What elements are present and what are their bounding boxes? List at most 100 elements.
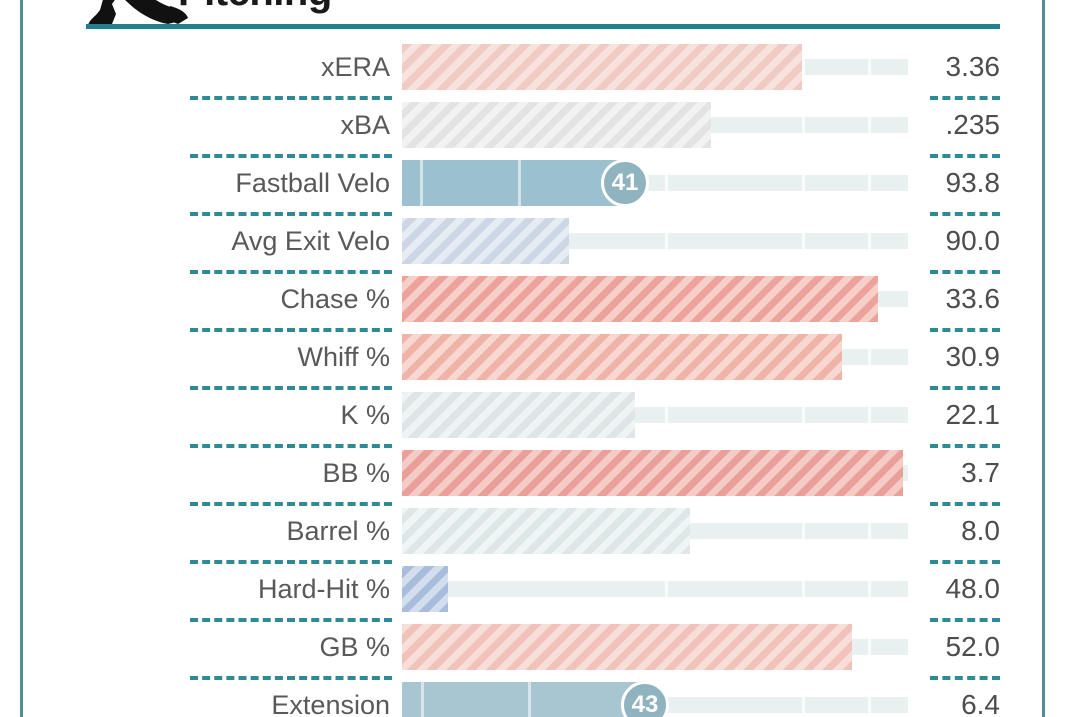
track-segment-divider: [801, 697, 805, 713]
stat-row[interactable]: Extension 43 6.4: [0, 676, 1080, 717]
row-separator-right: [930, 560, 1000, 564]
stat-bar: [402, 96, 908, 154]
stat-label: Barrel %: [286, 516, 390, 546]
track-segment-divider: [665, 233, 669, 249]
stat-bar: [402, 212, 908, 270]
stat-row[interactable]: BB % 3.7: [0, 444, 1080, 502]
stat-label: xBA: [340, 110, 390, 140]
stat-row[interactable]: Hard-Hit % 48.0: [0, 560, 1080, 618]
row-separator-right: [930, 96, 1000, 100]
stat-label: xERA: [320, 52, 390, 82]
track-segment-divider: [801, 117, 805, 133]
track-segment-divider: [801, 233, 805, 249]
stat-bar: 41: [402, 154, 908, 212]
stat-row[interactable]: Barrel % 8.0: [0, 502, 1080, 560]
row-separator-left: [190, 676, 392, 680]
stat-rows: xERA 3.36 xBA .235 Fastball Velo 41 93.8 Avg Ex…: [0, 38, 1080, 717]
row-separator-right: [930, 444, 1000, 448]
track-segment-divider: [867, 407, 871, 423]
stat-bar-fill: [402, 450, 903, 496]
stat-row[interactable]: xERA 3.36: [0, 38, 1080, 96]
stat-row-inner: Fastball Velo 41 93.8: [0, 154, 1080, 212]
row-separator-right: [930, 618, 1000, 622]
stat-value: 93.8: [945, 167, 1001, 198]
row-separator-left: [190, 212, 392, 216]
track-segment-divider: [867, 117, 871, 133]
stat-label: K %: [340, 400, 390, 430]
stat-bar-track: [402, 581, 908, 597]
stat-value: 3.36: [945, 51, 1001, 82]
row-separator-right: [930, 270, 1000, 274]
track-segment-divider: [665, 407, 669, 423]
stat-label: Fastball Velo: [235, 168, 390, 198]
card-header: Pitching: [0, 0, 1080, 34]
track-segment-divider: [867, 523, 871, 539]
track-segment-divider: [867, 349, 871, 365]
stat-bar-fill: [402, 102, 711, 148]
row-separator-right: [930, 502, 1000, 506]
row-separator-right: [930, 212, 1000, 216]
stat-bar-fill: [402, 624, 852, 670]
stat-value: 30.9: [945, 341, 1001, 372]
row-separator-left: [190, 328, 392, 332]
stat-bar: [402, 328, 908, 386]
track-segment-divider: [801, 581, 805, 597]
bar-internal-tick: [518, 160, 521, 206]
stat-row-inner: xBA .235: [0, 96, 1080, 154]
stat-bar-fill: [402, 508, 690, 554]
stat-bar-fill: [402, 334, 842, 380]
row-separator-left: [190, 386, 392, 390]
percentile-badge[interactable]: 43: [621, 681, 669, 717]
percentile-badge[interactable]: 41: [601, 159, 649, 207]
track-segment-divider: [801, 523, 805, 539]
stat-row-inner: K % 22.1: [0, 386, 1080, 444]
stat-value: 3.7: [961, 457, 1000, 488]
header-rule: [86, 24, 1000, 29]
bar-internal-tick: [421, 682, 424, 717]
row-separator-left: [190, 154, 392, 158]
stat-bar: [402, 444, 908, 502]
stat-value: 22.1: [945, 399, 1001, 430]
page-title: Pitching: [178, 0, 332, 15]
stat-row-inner: Hard-Hit % 48.0: [0, 560, 1080, 618]
stat-label: GB %: [319, 632, 390, 662]
stat-row-inner: GB % 52.0: [0, 618, 1080, 676]
stat-bar-fill: [402, 160, 625, 206]
track-segment-divider: [801, 407, 805, 423]
stat-bar: [402, 502, 908, 560]
stat-label: Avg Exit Velo: [231, 226, 390, 256]
stat-value: 52.0: [945, 631, 1001, 662]
stat-bar-fill: [402, 682, 645, 717]
track-segment-divider: [867, 639, 871, 655]
track-segment-divider: [665, 175, 669, 191]
row-separator-left: [190, 618, 392, 622]
stat-row[interactable]: Whiff % 30.9: [0, 328, 1080, 386]
stat-bar-fill: [402, 566, 448, 612]
row-separator-left: [190, 270, 392, 274]
stat-row[interactable]: GB % 52.0: [0, 618, 1080, 676]
stat-value: 48.0: [945, 573, 1001, 604]
stat-bar: [402, 270, 908, 328]
stat-label: Extension: [271, 690, 390, 717]
stat-row-inner: Avg Exit Velo 90.0: [0, 212, 1080, 270]
stat-value: .235: [945, 109, 1001, 140]
track-segment-divider: [665, 581, 669, 597]
stat-bar-fill: [402, 44, 802, 90]
bar-internal-tick: [528, 682, 531, 717]
stat-row[interactable]: K % 22.1: [0, 386, 1080, 444]
stat-row[interactable]: Avg Exit Velo 90.0: [0, 212, 1080, 270]
row-separator-right: [930, 386, 1000, 390]
stat-value: 90.0: [945, 225, 1001, 256]
stat-row[interactable]: Fastball Velo 41 93.8: [0, 154, 1080, 212]
row-separator-left: [190, 96, 392, 100]
row-separator-right: [930, 154, 1000, 158]
stat-row[interactable]: Chase % 33.6: [0, 270, 1080, 328]
stat-row[interactable]: xBA .235: [0, 96, 1080, 154]
bar-internal-tick: [420, 160, 423, 206]
stat-bar-fill: [402, 392, 635, 438]
track-segment-divider: [867, 59, 871, 75]
row-separator-right: [930, 328, 1000, 332]
row-separator-left: [190, 444, 392, 448]
stat-row-inner: xERA 3.36: [0, 38, 1080, 96]
stat-label: BB %: [322, 458, 390, 488]
